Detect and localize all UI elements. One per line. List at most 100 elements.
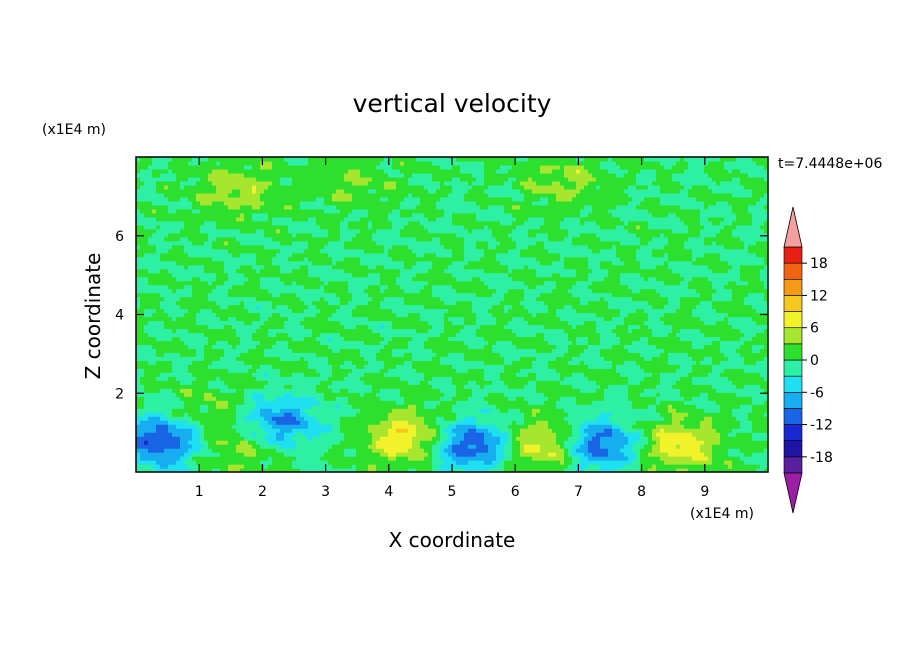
field-cell	[196, 392, 201, 397]
field-cell	[252, 392, 257, 397]
field-cell	[408, 444, 413, 449]
field-cell	[308, 392, 313, 397]
field-cell	[224, 412, 229, 417]
field-cell	[624, 356, 629, 361]
field-cell	[728, 364, 733, 369]
field-cell	[220, 460, 225, 465]
field-cell	[760, 452, 765, 457]
field-cell	[744, 380, 749, 385]
field-cell	[232, 456, 237, 461]
field-cell	[496, 436, 501, 441]
field-cell	[672, 440, 677, 445]
field-cell	[580, 420, 585, 425]
field-cell	[228, 388, 233, 393]
field-cell	[560, 448, 565, 453]
field-cell	[280, 412, 285, 417]
field-cell	[168, 344, 173, 349]
field-cell	[712, 392, 717, 397]
field-cell	[604, 452, 609, 457]
field-cell	[516, 380, 521, 385]
field-cell	[672, 432, 677, 437]
field-cell	[708, 356, 713, 361]
field-cell	[512, 412, 517, 417]
field-cell	[544, 444, 549, 449]
field-cell	[512, 360, 517, 365]
field-cell	[204, 468, 209, 472]
field-cell	[728, 432, 733, 437]
field-cell	[540, 364, 545, 369]
field-cell	[196, 372, 201, 377]
field-cell	[516, 444, 521, 449]
field-cell	[588, 452, 593, 457]
field-cell	[464, 428, 469, 433]
field-cell	[540, 376, 545, 381]
field-cell	[288, 456, 293, 461]
field-cell	[516, 400, 521, 405]
field-cell	[676, 440, 681, 445]
field-cell	[592, 452, 597, 457]
field-cell	[332, 372, 337, 377]
field-cell	[400, 352, 405, 357]
field-cell	[712, 388, 717, 393]
field-cell	[584, 364, 589, 369]
field-cell	[204, 380, 209, 385]
field-cell	[588, 408, 593, 413]
field-cell	[484, 412, 489, 417]
field-cell	[728, 468, 733, 472]
field-cell	[296, 348, 301, 353]
field-cell	[412, 420, 417, 425]
field-cell	[192, 416, 197, 421]
field-cell	[328, 348, 333, 353]
field-cell	[692, 392, 697, 397]
field-cell	[716, 384, 721, 389]
field-cell	[608, 436, 613, 441]
field-cell	[392, 464, 397, 469]
field-cell	[172, 416, 177, 421]
field-cell	[296, 364, 301, 369]
field-cell	[336, 460, 341, 465]
field-cell	[616, 372, 621, 377]
field-cell	[728, 388, 733, 393]
field-cell	[392, 420, 397, 425]
field-cell	[176, 416, 181, 421]
field-cell	[532, 428, 537, 433]
field-cell	[348, 396, 353, 401]
field-cell	[736, 452, 741, 457]
field-cell	[296, 412, 301, 417]
field-cell	[416, 436, 421, 441]
field-cell	[320, 368, 325, 373]
field-cell	[756, 360, 761, 365]
field-cell	[160, 344, 165, 349]
field-cell	[488, 348, 493, 353]
field-cell	[344, 404, 349, 409]
field-cell	[448, 372, 453, 377]
field-cell	[720, 460, 725, 465]
field-cell	[580, 464, 585, 469]
field-cell	[400, 376, 405, 381]
field-cell	[240, 368, 245, 373]
field-cell	[448, 376, 453, 381]
field-cell	[156, 380, 161, 385]
field-cell	[388, 376, 393, 381]
field-cell	[244, 468, 249, 472]
field-cell	[228, 392, 233, 397]
field-cell	[224, 356, 229, 361]
field-cell	[500, 468, 505, 472]
field-cell	[756, 384, 761, 389]
field-cell	[676, 420, 681, 425]
field-cell	[324, 460, 329, 465]
field-cell	[456, 364, 461, 369]
field-cell	[192, 364, 197, 369]
field-cell	[568, 432, 573, 437]
field-cell	[340, 444, 345, 449]
field-cell	[736, 392, 741, 397]
field-cell	[568, 420, 573, 425]
field-cell	[452, 372, 457, 377]
field-cell	[728, 360, 733, 365]
field-cell	[760, 384, 765, 389]
field-cell	[328, 428, 333, 433]
field-cell	[604, 348, 609, 353]
field-cell	[732, 396, 737, 401]
field-cell	[344, 388, 349, 393]
field-cell	[356, 444, 361, 449]
